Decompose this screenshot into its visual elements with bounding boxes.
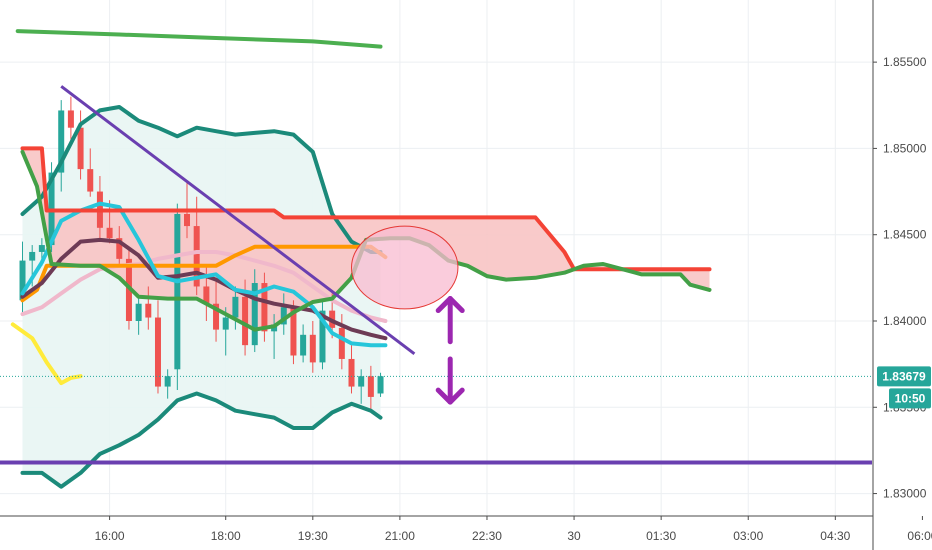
candle-body [280,307,287,325]
price-tick-label: 1.85500 [883,55,927,69]
ichimoku-span-b-line [20,146,712,272]
candle-body [116,238,123,259]
current-price-label: 1.83679 [882,369,926,383]
time-tick-label: 30 [567,529,581,543]
candle-body [164,376,171,387]
candle-body [338,327,345,359]
price-tick-label: 1.85000 [883,141,927,155]
arrow-up-head [435,296,465,314]
time-tick-label: 16:00 [95,529,125,543]
price-axis-background [873,0,932,550]
candle-body [67,110,74,128]
time-tick-label: 19:30 [298,529,328,543]
candle-body [19,260,26,301]
time-tick-label: 06:00 [907,529,932,543]
candle-body [193,226,200,287]
time-tick-label: 01:30 [646,529,676,543]
candle-body [309,334,316,363]
time-tick-label: 18:00 [211,529,241,543]
candle-body [203,286,210,304]
candle-body [58,110,65,173]
time-tick-label: 04:30 [820,529,850,543]
candle-body [135,303,142,321]
candle-body [213,303,220,330]
bollinger-lower-line [20,391,383,489]
candle-body [38,245,45,252]
candle-body [145,303,152,318]
countdown-label: 10:50 [895,391,926,405]
moving-average-yellow-line [10,322,83,386]
candle-body [154,317,161,387]
candle-body [377,376,384,394]
candle-body [261,283,268,332]
countdown-badge [889,388,931,409]
time-tick-label: 22:30 [472,529,502,543]
base-line-line [20,244,388,303]
candle-body [300,334,307,356]
candle-body [232,296,239,318]
candle-body [87,169,94,192]
candle-body [319,310,326,363]
candle-body [184,213,191,227]
time-tick-label: 21:00 [385,529,415,543]
candle-body [367,376,374,397]
current-price-badge [877,366,931,387]
highlight-ellipse [351,225,459,310]
candle-body [222,317,229,330]
time-tick-label: 03:00 [733,529,763,543]
candle-body [251,283,258,346]
candle-body [348,358,355,387]
candle-body [290,307,297,356]
price-tick-label: 1.84000 [883,314,927,328]
candle-body [29,251,36,261]
descending-trendline [60,85,416,355]
bollinger-upper-line [20,105,383,254]
candle-body [106,227,113,239]
price-tick-label: 1.84500 [883,228,927,242]
candle-body [77,127,84,170]
arrow-down-head [435,387,465,405]
price-tick-label: 1.83000 [883,487,927,501]
upper-envelope-line [15,29,383,49]
candle-body [358,376,365,387]
candle-body [174,213,181,370]
candle-body [242,296,249,346]
